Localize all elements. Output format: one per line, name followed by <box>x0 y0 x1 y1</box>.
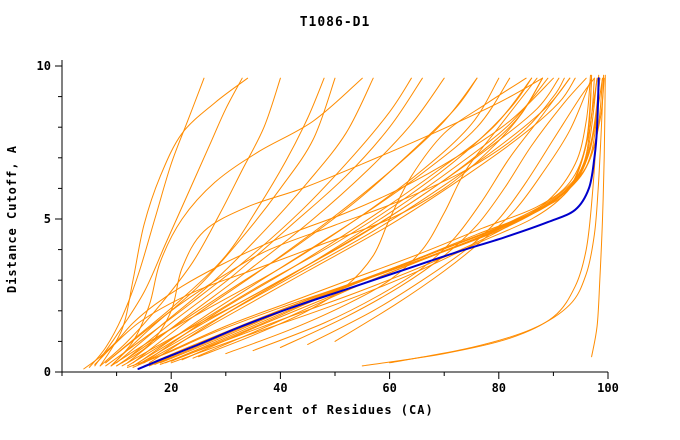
x-tick-label: 100 <box>597 381 619 395</box>
model-curve <box>116 77 543 367</box>
x-tick-label: 60 <box>382 381 396 395</box>
y-tick-label: 0 <box>44 365 51 379</box>
model-curve <box>225 77 538 355</box>
model-curve <box>143 77 576 364</box>
model-curve <box>121 77 423 364</box>
model-curve <box>94 77 543 365</box>
model-curve <box>252 77 571 352</box>
model-curve <box>307 77 595 345</box>
x-tick-label: 80 <box>492 381 506 395</box>
model-curve <box>389 74 605 364</box>
model-curve <box>116 77 478 367</box>
model-curve <box>121 77 543 367</box>
model-curve <box>334 77 593 342</box>
model-curve <box>143 77 533 364</box>
chart-title: T1086-D1 <box>300 15 371 30</box>
model-curve <box>105 77 412 367</box>
axes: 20 40 60 80 100 0 5 10 <box>37 59 619 395</box>
model-curve <box>137 77 511 364</box>
curves <box>83 74 606 370</box>
model-curve <box>99 77 249 367</box>
model-curve <box>198 77 527 358</box>
model-curve <box>110 77 363 367</box>
model-curve <box>88 77 205 368</box>
model-curve <box>99 77 281 367</box>
x-axis-label: Percent of Residues (CA) <box>236 403 433 417</box>
model-curve <box>94 77 243 367</box>
model-curve <box>105 77 325 364</box>
model-curve <box>170 74 593 364</box>
reference-curve <box>137 77 600 370</box>
model-curve <box>192 77 605 359</box>
x-tick-label: 20 <box>164 381 178 395</box>
model-curve <box>591 74 606 358</box>
model-curve <box>105 77 565 364</box>
model-curve <box>110 77 500 367</box>
model-curve <box>132 77 593 368</box>
x-tick-label: 40 <box>273 381 287 395</box>
model-curve <box>132 77 560 367</box>
model-curve <box>83 77 554 370</box>
y-axis-label: Distance Cutoff, A <box>5 145 19 293</box>
model-curve <box>127 77 445 364</box>
model-curve <box>110 77 336 367</box>
model-curve <box>279 77 587 348</box>
y-tick-label: 5 <box>44 212 51 226</box>
y-tick-label: 10 <box>37 59 51 73</box>
